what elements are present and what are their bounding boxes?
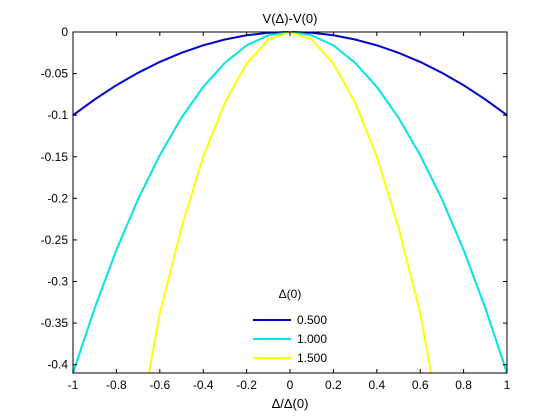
plot-area — [73, 32, 507, 373]
y-tick-label: -0.25 — [41, 233, 69, 247]
chart-title: V(Δ)-V(0) — [263, 11, 318, 26]
y-tick-label: -0.15 — [41, 150, 69, 164]
y-ticks: 0 -0.05 -0.1 -0.15 -0.2 -0.25 -0.3 -0.35 -0.4 — [41, 25, 507, 372]
legend-label-2: 1.000 — [297, 332, 327, 346]
x-tick-label: 0.4 — [368, 378, 385, 392]
x-tick-label: -1 — [68, 378, 79, 392]
legend-label-1: 0.500 — [297, 313, 327, 327]
y-tick-label: 0 — [61, 25, 68, 39]
y-tick-label: -0.35 — [41, 316, 69, 330]
x-axis-label: Δ/Δ(0) — [272, 396, 309, 411]
x-tick-label: -0.6 — [149, 378, 170, 392]
x-tick-label: 0.2 — [325, 378, 342, 392]
y-tick-label: -0.4 — [47, 358, 68, 372]
y-tick-label: -0.05 — [41, 67, 69, 81]
x-tick-label: 1 — [504, 378, 511, 392]
x-tick-label: 0 — [287, 378, 294, 392]
x-tick-label: 0.8 — [455, 378, 472, 392]
legend: Δ(0) 0.500 1.000 1.500 — [253, 287, 327, 365]
y-tick-label: -0.1 — [47, 108, 68, 122]
y-tick-label: -0.2 — [47, 191, 68, 205]
legend-title: Δ(0) — [279, 287, 302, 301]
x-tick-label: -0.2 — [236, 378, 257, 392]
x-tick-label: -0.4 — [193, 378, 214, 392]
legend-label-3: 1.500 — [297, 351, 327, 365]
x-tick-label: 0.6 — [412, 378, 429, 392]
x-tick-label: -0.8 — [106, 378, 127, 392]
x-ticks: -1 -0.8 -0.6 -0.4 -0.2 0 0.2 0.4 0.6 0.8 1 — [68, 32, 511, 392]
y-tick-label: -0.3 — [47, 275, 68, 289]
